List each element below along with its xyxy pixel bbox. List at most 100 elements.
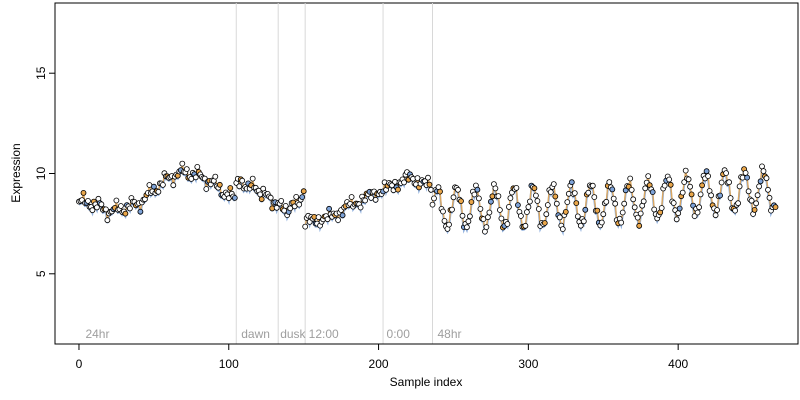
data-point [446, 221, 452, 228]
data-point [673, 216, 680, 223]
data-point [543, 211, 550, 218]
data-point [85, 197, 91, 204]
data-point [726, 179, 732, 186]
data-point [296, 201, 303, 208]
data-point [553, 200, 560, 207]
y-axis-label: Expression [9, 143, 23, 202]
data-point [89, 207, 96, 214]
data-point [742, 169, 749, 176]
data-point [426, 181, 433, 188]
data-point [293, 193, 300, 200]
data-point [513, 184, 520, 191]
data-point [126, 205, 133, 212]
data-point [630, 196, 637, 203]
data-points [76, 160, 779, 235]
data-point [705, 173, 711, 180]
data-point [636, 222, 643, 229]
data-point [231, 194, 238, 201]
data-point [610, 195, 617, 202]
data-point [194, 163, 201, 170]
data-point [600, 211, 607, 218]
data-point [723, 170, 729, 177]
data-point [666, 176, 673, 183]
data-point [582, 206, 589, 213]
data-point [103, 206, 109, 213]
data-point [98, 201, 105, 208]
data-point [236, 183, 243, 190]
data-point [717, 192, 723, 199]
data-point [745, 188, 752, 195]
x-axis-label: Sample index [390, 375, 463, 389]
data-point [556, 214, 563, 221]
data-point [772, 204, 779, 211]
data-point [137, 208, 144, 215]
data-point [474, 186, 481, 193]
data-point [425, 174, 431, 181]
data-point [618, 219, 625, 226]
data-point [212, 173, 219, 180]
data-point [609, 186, 616, 193]
data-point [640, 198, 647, 205]
data-point [170, 182, 177, 189]
region-label: 0:00 [387, 327, 411, 341]
data-point [759, 163, 765, 170]
data-point [459, 212, 466, 219]
data-point [544, 202, 551, 208]
data-point [455, 186, 461, 193]
data-point [550, 181, 557, 188]
data-point [302, 223, 309, 230]
data-point [642, 185, 649, 192]
data-point [751, 206, 758, 213]
data-point [562, 208, 569, 215]
data-point [645, 173, 652, 180]
data-point [113, 197, 120, 204]
data-point [687, 183, 693, 190]
x-tick-label: 200 [369, 357, 389, 371]
data-point [577, 222, 584, 229]
data-point [627, 175, 634, 182]
region-label: dawn [241, 327, 270, 341]
data-point [754, 192, 761, 199]
data-point [282, 202, 289, 209]
data-point [585, 189, 592, 196]
data-point [192, 174, 199, 181]
data-point [492, 185, 499, 192]
data-point [589, 182, 596, 189]
data-point [463, 224, 470, 231]
y-tick-label: 15 [34, 66, 48, 80]
data-point [326, 205, 333, 212]
y-tick-label: 10 [34, 167, 48, 181]
data-point [468, 199, 475, 205]
x-tick-label: 300 [518, 357, 538, 371]
data-point [606, 179, 613, 186]
data-point [498, 215, 505, 222]
data-point [362, 197, 369, 204]
y-tick-label: 5 [34, 270, 48, 277]
data-point [765, 186, 771, 193]
data-point [267, 194, 274, 201]
data-point [94, 204, 100, 211]
data-point [708, 192, 714, 199]
data-point [527, 198, 533, 205]
data-point [495, 193, 502, 200]
data-point [216, 181, 223, 188]
data-point [179, 160, 186, 167]
data-point [685, 176, 692, 183]
data-point [471, 191, 478, 198]
data-point [732, 207, 738, 214]
data-point [534, 198, 541, 204]
data-point [547, 189, 554, 196]
data-point [249, 175, 256, 182]
data-point [372, 196, 379, 203]
data-point [757, 178, 764, 185]
data-point [431, 195, 437, 202]
data-point [661, 182, 668, 189]
data-point [766, 194, 773, 201]
data-point [80, 189, 87, 196]
data-point [603, 198, 610, 205]
x-tick-label: 400 [668, 357, 688, 371]
data-point [518, 213, 524, 219]
x-tick-label: 100 [219, 357, 239, 371]
data-point [697, 191, 704, 198]
